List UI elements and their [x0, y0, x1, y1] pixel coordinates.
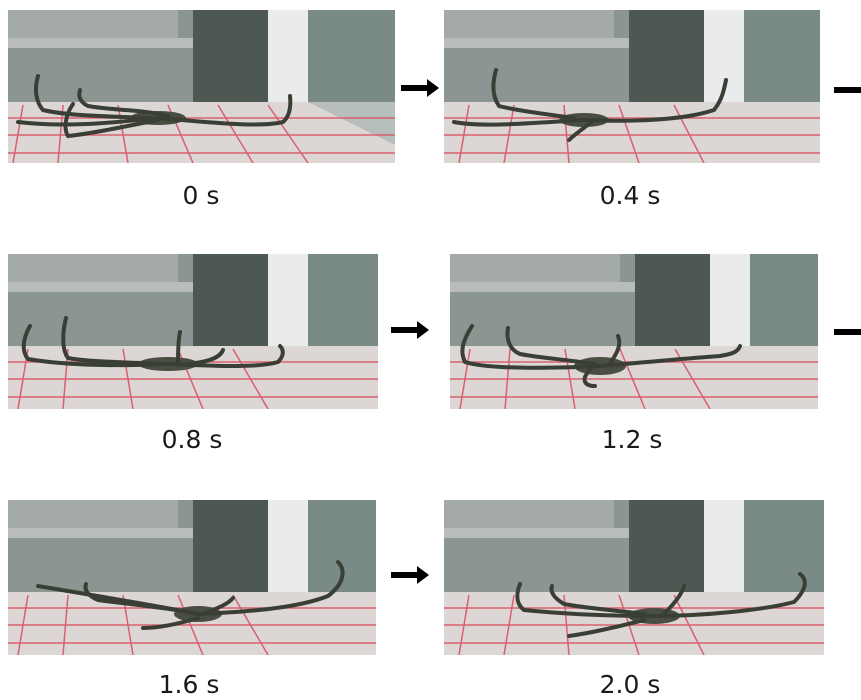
- brittle-star: [460, 324, 742, 388]
- brittle-star: [452, 68, 728, 142]
- arrow-right-icon: [401, 79, 439, 97]
- frame-1-6s: [8, 500, 376, 655]
- frame-label: 2.0 s: [599, 670, 661, 699]
- tank-photo: [444, 500, 824, 655]
- arrow-right-icon: [391, 321, 429, 339]
- tank-photo: [8, 500, 376, 655]
- frame-label: 0.8 s: [161, 425, 223, 454]
- tank-photo: [444, 10, 820, 163]
- tank-photo: [8, 254, 378, 409]
- tank-photo: [450, 254, 818, 409]
- brittle-star: [21, 316, 285, 371]
- frame-0-8s: [8, 254, 378, 409]
- frame-0s: [8, 10, 395, 163]
- frame-1-2s: [450, 254, 818, 409]
- frame-label: 0 s: [182, 181, 220, 210]
- brittle-star: [36, 560, 345, 630]
- frame-label: 1.6 s: [158, 670, 220, 699]
- tank-photo: [8, 10, 395, 163]
- frame-2-0s: [444, 500, 824, 655]
- frame-label: 1.2 s: [601, 425, 663, 454]
- arrow-right-icon: [834, 84, 861, 96]
- frame-label: 0.4 s: [599, 181, 661, 210]
- brittle-star: [515, 572, 807, 638]
- arrow-right-icon: [391, 566, 429, 584]
- frame-0-4s: [444, 10, 820, 163]
- arrow-right-icon: [834, 326, 861, 338]
- brittle-star: [16, 74, 293, 139]
